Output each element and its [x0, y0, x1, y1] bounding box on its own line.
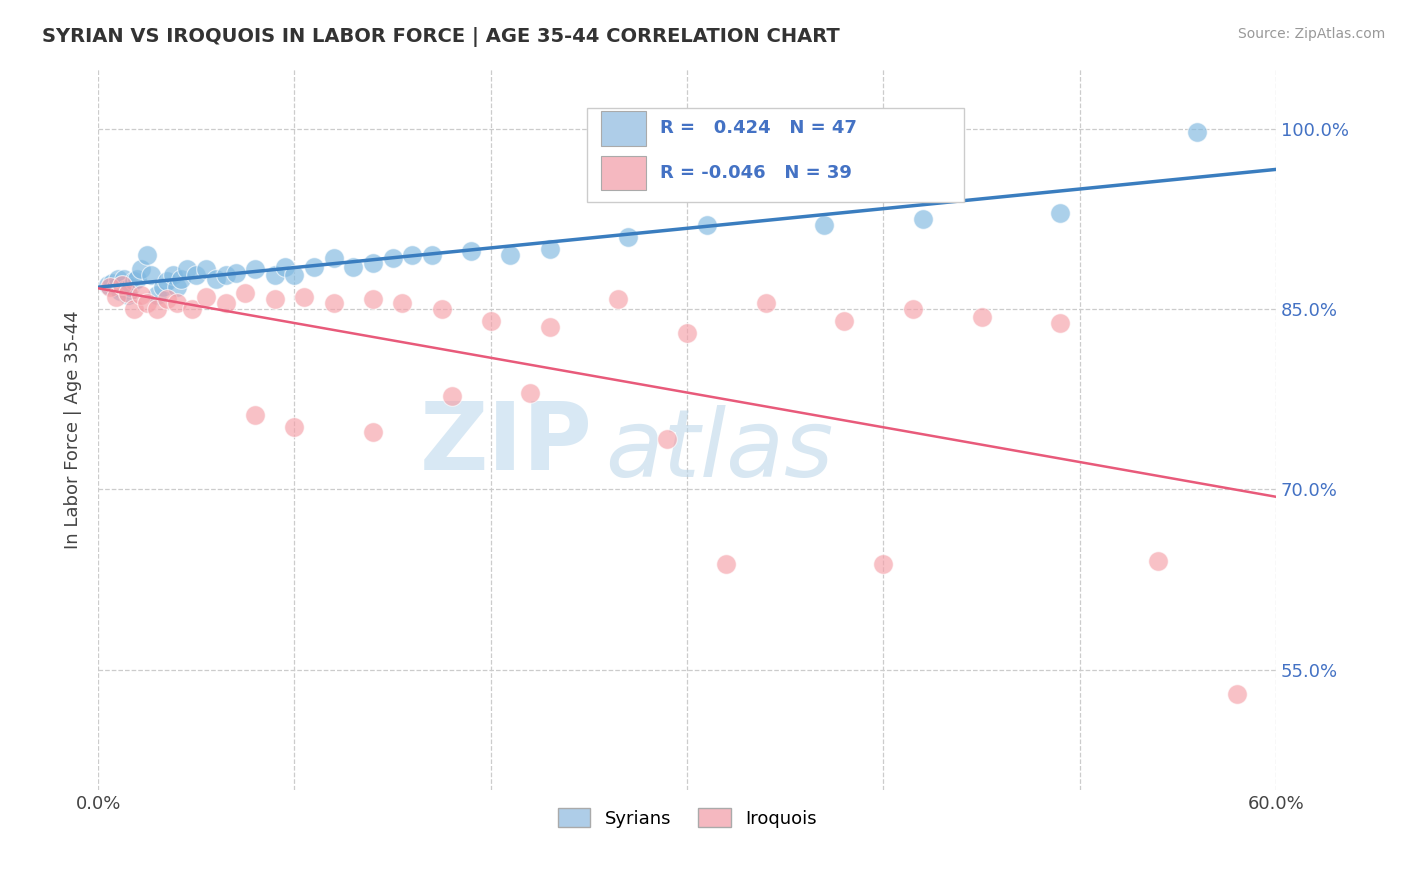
Point: [519, 386, 541, 401]
Point: [460, 244, 482, 259]
Point: [283, 268, 305, 283]
Text: R =   0.424   N = 47: R = 0.424 N = 47: [659, 120, 856, 137]
Point: [1049, 317, 1071, 331]
Point: [716, 557, 738, 571]
Point: [166, 280, 188, 294]
Point: [225, 266, 247, 280]
Point: [195, 290, 218, 304]
Point: [361, 256, 384, 270]
Point: [617, 230, 640, 244]
Point: [136, 248, 159, 262]
Point: [440, 388, 463, 402]
Point: [215, 296, 238, 310]
Point: [169, 272, 191, 286]
Point: [607, 293, 630, 307]
Point: [176, 262, 198, 277]
FancyBboxPatch shape: [602, 156, 645, 190]
Point: [118, 280, 141, 294]
Point: [101, 276, 124, 290]
Point: [1226, 687, 1249, 701]
Point: [342, 260, 364, 274]
Point: [970, 310, 993, 325]
Y-axis label: In Labor Force | Age 35-44: In Labor Force | Age 35-44: [65, 310, 82, 549]
Point: [263, 268, 285, 283]
FancyBboxPatch shape: [602, 112, 645, 145]
Point: [152, 280, 174, 294]
Point: [195, 262, 218, 277]
Point: [322, 296, 344, 310]
Point: [127, 272, 149, 286]
Point: [696, 218, 718, 232]
Point: [292, 290, 315, 304]
Legend: Syrians, Iroquois: Syrians, Iroquois: [550, 801, 824, 835]
Point: [538, 320, 561, 334]
Point: [186, 268, 208, 283]
Point: [104, 280, 127, 294]
Text: atlas: atlas: [605, 405, 832, 496]
Point: [499, 248, 522, 262]
Point: [911, 211, 934, 226]
Point: [391, 296, 413, 310]
Text: R = -0.046   N = 39: R = -0.046 N = 39: [659, 164, 852, 182]
Text: SYRIAN VS IROQUOIS IN LABOR FORCE | AGE 35-44 CORRELATION CHART: SYRIAN VS IROQUOIS IN LABOR FORCE | AGE …: [42, 27, 839, 46]
FancyBboxPatch shape: [586, 108, 965, 202]
Point: [479, 314, 502, 328]
Point: [273, 260, 295, 274]
Point: [111, 277, 134, 292]
Point: [122, 274, 145, 288]
Point: [117, 286, 139, 301]
Text: ZIP: ZIP: [420, 398, 593, 490]
Point: [162, 268, 184, 283]
Point: [181, 301, 204, 316]
Point: [420, 248, 443, 262]
Point: [1049, 206, 1071, 220]
Point: [755, 296, 778, 310]
Point: [104, 290, 127, 304]
Point: [381, 252, 404, 266]
Point: [215, 268, 238, 283]
Point: [245, 262, 267, 277]
Point: [1187, 125, 1209, 139]
Point: [430, 301, 453, 316]
Point: [832, 314, 855, 328]
Point: [205, 272, 228, 286]
Point: [112, 272, 135, 286]
Point: [146, 287, 169, 301]
Point: [114, 281, 136, 295]
Point: [322, 252, 344, 266]
Point: [235, 286, 257, 301]
Point: [263, 293, 285, 307]
Point: [538, 242, 561, 256]
Point: [146, 301, 169, 316]
Point: [401, 248, 423, 262]
Point: [131, 287, 153, 301]
Point: [657, 432, 679, 446]
Point: [283, 419, 305, 434]
Point: [156, 274, 179, 288]
Point: [361, 425, 384, 439]
Point: [813, 218, 835, 232]
Point: [131, 262, 153, 277]
Point: [97, 277, 120, 292]
Point: [108, 284, 131, 298]
Point: [98, 280, 121, 294]
Point: [156, 293, 179, 307]
Point: [141, 268, 163, 283]
Point: [676, 326, 699, 340]
Point: [302, 260, 325, 274]
Point: [872, 557, 894, 571]
Point: [136, 296, 159, 310]
Point: [122, 301, 145, 316]
Point: [117, 287, 139, 301]
Point: [1147, 554, 1170, 568]
Point: [361, 293, 384, 307]
Text: Source: ZipAtlas.com: Source: ZipAtlas.com: [1237, 27, 1385, 41]
Point: [111, 277, 134, 292]
Point: [901, 301, 924, 316]
Point: [245, 408, 267, 422]
Point: [107, 272, 129, 286]
Point: [166, 296, 188, 310]
